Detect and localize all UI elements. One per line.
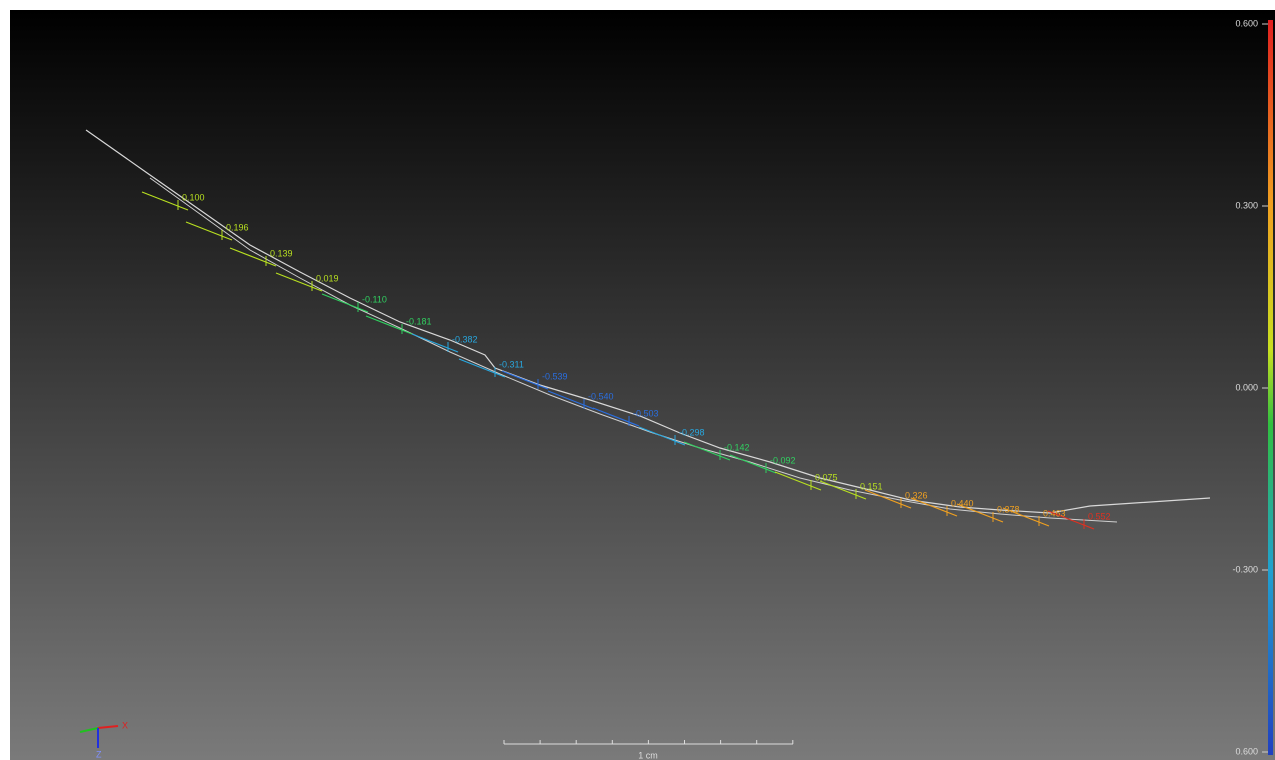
color-scale-label: 0.600 [1235, 18, 1258, 28]
deviation-label: -0.382 [452, 334, 478, 344]
deviation-segment [774, 471, 822, 491]
deviation-segment [956, 503, 1004, 523]
deviation-segment [729, 454, 777, 474]
deviation-segment [592, 407, 640, 427]
deviation-label: 0.151 [860, 481, 883, 491]
color-scale-label: 0.600 [1235, 746, 1258, 756]
x-axis-label: X [122, 720, 128, 730]
x-axis-arrow [97, 725, 119, 729]
deviation-segment [1047, 510, 1095, 530]
deviation-segment [229, 247, 277, 267]
deviation-segment [141, 191, 189, 211]
deviation-label: -0.110 [362, 294, 387, 304]
deviation-label: -0.142 [724, 442, 750, 452]
deviation-segment [910, 497, 958, 517]
deviation-label: 0.196 [226, 222, 249, 232]
color-scale-label: -0.300 [1232, 564, 1258, 574]
deviation-label: 0.378 [997, 504, 1020, 514]
deviation-segment [321, 293, 369, 313]
deviation-segment [275, 272, 323, 292]
reference-curve [149, 177, 1118, 523]
deviation-label: -0.539 [542, 371, 568, 381]
deviation-label: -0.540 [588, 391, 614, 401]
deviation-label: -0.181 [406, 316, 432, 326]
color-bar [1268, 20, 1273, 755]
axis-triad: X Z [79, 720, 128, 759]
deviation-segment [458, 358, 506, 378]
deviation-segment [501, 370, 549, 390]
deviation-label: 0.326 [905, 490, 928, 500]
deviation-label: 0.075 [815, 472, 838, 482]
color-scale-label: 0.000 [1235, 382, 1258, 392]
deviation-segment [819, 480, 867, 500]
deviation-segment [365, 315, 413, 335]
deviation-label: -0.311 [499, 359, 524, 369]
deviation-label: 0.440 [951, 498, 974, 508]
scale-bar-label: 1 cm [638, 750, 658, 760]
deviation-segment [683, 441, 731, 461]
deviation-label: -0.503 [633, 408, 659, 418]
deviation-label: 0.552 [1088, 511, 1111, 521]
deviation-segment [638, 426, 686, 446]
deviation-label: 0.019 [316, 273, 339, 283]
z-axis-label: Z [96, 749, 102, 759]
deviation-segment [1002, 507, 1050, 527]
deviation-label: 0.139 [270, 248, 293, 258]
deviation-segment [185, 221, 233, 241]
y-axis-arrow [79, 727, 99, 733]
deviation-label: -0.298 [679, 427, 705, 437]
deviation-label: -0.092 [770, 455, 796, 465]
deviation-segment [547, 390, 595, 410]
deviation-segment [411, 333, 459, 353]
deviation-label: 0.100 [182, 192, 205, 202]
deviation-segment [864, 489, 912, 509]
color-scale-label: 0.300 [1235, 200, 1258, 210]
background [10, 10, 1275, 760]
